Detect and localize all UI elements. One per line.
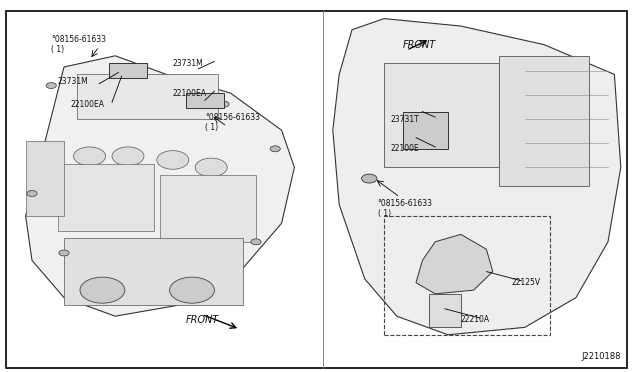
Circle shape xyxy=(80,277,125,303)
Circle shape xyxy=(136,68,146,74)
Text: 23731T: 23731T xyxy=(390,115,419,124)
Text: FRONT: FRONT xyxy=(403,40,436,49)
Circle shape xyxy=(270,146,280,152)
Bar xyxy=(109,63,147,78)
Text: 22125V: 22125V xyxy=(512,278,541,287)
Bar xyxy=(384,63,499,167)
Bar xyxy=(77,74,218,119)
Text: 23731M: 23731M xyxy=(173,59,204,68)
Circle shape xyxy=(195,158,227,177)
Bar xyxy=(160,175,256,242)
Bar xyxy=(429,294,461,327)
Polygon shape xyxy=(26,56,294,316)
Circle shape xyxy=(59,250,69,256)
Polygon shape xyxy=(416,234,493,294)
Text: °08156-61633
( 1): °08156-61633 ( 1) xyxy=(51,35,106,54)
Bar xyxy=(186,93,224,108)
Circle shape xyxy=(170,277,214,303)
Bar xyxy=(26,141,64,216)
Text: °08156-61633
( 1): °08156-61633 ( 1) xyxy=(205,113,260,132)
Circle shape xyxy=(74,147,106,166)
Circle shape xyxy=(251,239,261,245)
Text: 23731M: 23731M xyxy=(58,77,88,86)
Circle shape xyxy=(112,147,144,166)
Circle shape xyxy=(219,101,229,107)
Text: 22100E: 22100E xyxy=(390,144,419,153)
Bar xyxy=(58,164,154,231)
Bar xyxy=(403,112,448,149)
Circle shape xyxy=(157,151,189,169)
Text: FRONT: FRONT xyxy=(186,315,219,325)
Circle shape xyxy=(27,190,37,196)
Bar xyxy=(384,216,550,335)
Bar xyxy=(64,238,243,305)
Text: 22100EA: 22100EA xyxy=(70,100,104,109)
Circle shape xyxy=(46,83,56,89)
Polygon shape xyxy=(333,19,621,335)
Circle shape xyxy=(362,174,377,183)
Text: J2210188: J2210188 xyxy=(581,352,621,361)
Text: °08156-61633
( 1): °08156-61633 ( 1) xyxy=(378,199,433,218)
Text: 22210A: 22210A xyxy=(461,315,490,324)
Bar xyxy=(499,56,589,186)
Text: 22100EA: 22100EA xyxy=(173,89,207,97)
